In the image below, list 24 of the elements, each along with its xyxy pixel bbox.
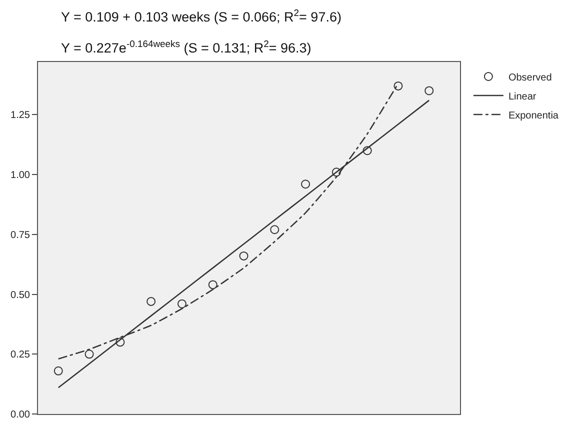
point: [239, 251, 248, 260]
text: Y = 0.227e$^{-0.164weeks}$ (S = 0.131; R$^{2}$= 96.3): [61, 39, 312, 56]
point: [177, 299, 186, 308]
y-tick-label: 0.00: [10, 410, 30, 420]
point: [362, 146, 372, 156]
point: [84, 350, 94, 359]
text: Y = 0.109 + 0.103 weeks (S = 0.066; R$^{2}$= 97.6): [61, 8, 342, 25]
point: [54, 366, 63, 376]
point: [394, 81, 403, 90]
legend-label: Observed: [508, 72, 552, 84]
y-tick-label: 1.00: [10, 170, 30, 182]
point: [116, 338, 125, 347]
legend-label: Linear: [508, 91, 537, 102]
y-tick-label: 0.75: [10, 230, 30, 241]
point: [332, 168, 341, 177]
y-tick-label: 1.25: [10, 110, 30, 122]
point: [270, 225, 280, 234]
point: [424, 86, 434, 96]
y-tick-label: 0.25: [10, 350, 30, 361]
legend-label: Exponentia: [508, 110, 559, 122]
y-tick-label: 0.50: [10, 290, 30, 301]
point: [146, 296, 156, 306]
point: [301, 180, 310, 189]
point: [208, 280, 218, 290]
